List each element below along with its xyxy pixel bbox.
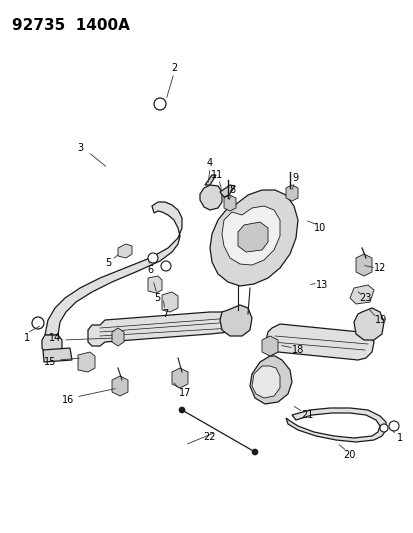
Polygon shape [219, 185, 235, 197]
Polygon shape [112, 376, 128, 396]
Text: 7: 7 [161, 309, 168, 319]
Text: 22: 22 [203, 432, 216, 442]
Polygon shape [252, 366, 279, 398]
Text: 8: 8 [228, 185, 235, 195]
Polygon shape [204, 175, 216, 185]
Text: 20: 20 [342, 450, 354, 460]
Text: 23: 23 [358, 293, 370, 303]
Polygon shape [221, 206, 279, 265]
Text: 92735  1400A: 92735 1400A [12, 18, 130, 33]
Polygon shape [223, 195, 235, 211]
Polygon shape [45, 202, 182, 335]
Polygon shape [147, 276, 161, 293]
Text: 1: 1 [24, 333, 30, 343]
Text: 6: 6 [147, 265, 153, 275]
Text: 18: 18 [291, 345, 304, 355]
Polygon shape [43, 348, 72, 362]
Circle shape [388, 421, 398, 431]
Text: 5: 5 [104, 258, 111, 268]
Polygon shape [112, 328, 124, 346]
Text: 3: 3 [77, 143, 83, 153]
Circle shape [32, 317, 44, 329]
Text: 11: 11 [210, 170, 223, 180]
Polygon shape [249, 356, 291, 404]
Polygon shape [171, 368, 188, 388]
Polygon shape [78, 352, 95, 372]
Polygon shape [88, 312, 235, 346]
Text: 21: 21 [300, 410, 312, 420]
Polygon shape [285, 185, 297, 201]
Text: 9: 9 [291, 173, 297, 183]
Polygon shape [237, 222, 267, 252]
Text: 13: 13 [315, 280, 328, 290]
Polygon shape [118, 244, 132, 258]
Circle shape [379, 424, 387, 432]
Text: 12: 12 [373, 263, 385, 273]
Circle shape [161, 261, 171, 271]
Text: 10: 10 [313, 223, 325, 233]
Polygon shape [353, 308, 383, 340]
Polygon shape [266, 324, 373, 360]
Circle shape [178, 407, 185, 413]
Polygon shape [219, 305, 252, 336]
Polygon shape [355, 254, 371, 276]
Text: 5: 5 [154, 293, 160, 303]
Text: 1: 1 [396, 433, 402, 443]
Polygon shape [261, 336, 277, 356]
Text: 2: 2 [171, 63, 177, 73]
Text: 14: 14 [49, 333, 61, 343]
Polygon shape [209, 190, 297, 286]
Circle shape [252, 449, 257, 455]
Polygon shape [285, 408, 385, 442]
Polygon shape [42, 335, 62, 356]
Circle shape [147, 253, 158, 263]
Circle shape [154, 98, 166, 110]
Text: 17: 17 [178, 388, 191, 398]
Text: 19: 19 [374, 315, 386, 325]
Text: 4: 4 [206, 158, 213, 168]
Text: 16: 16 [62, 395, 74, 405]
Text: 15: 15 [44, 357, 56, 367]
Polygon shape [199, 185, 221, 210]
Polygon shape [349, 285, 373, 304]
Polygon shape [161, 292, 178, 312]
